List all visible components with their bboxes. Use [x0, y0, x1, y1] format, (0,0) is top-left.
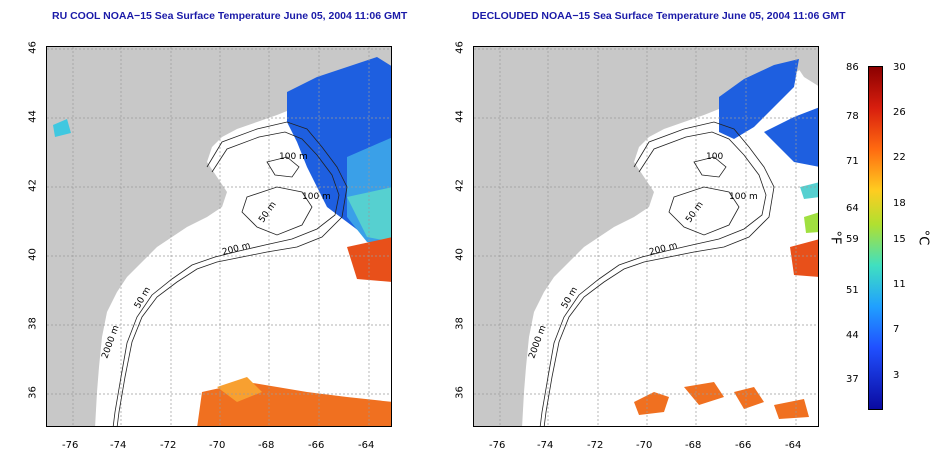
contour-label: 50 m	[257, 200, 278, 225]
left-y-tick: 46	[27, 41, 39, 54]
left-y-tick: 40	[27, 248, 39, 261]
right-y-tick: 38	[454, 317, 466, 330]
lat-lon-grid	[47, 47, 391, 426]
contour-label: 200 m	[648, 241, 678, 258]
colorbar-f-label: 78	[846, 111, 859, 122]
contour-label: 200 m	[221, 241, 251, 258]
colorbar-f-label: 51	[846, 285, 859, 296]
lat-lon-grid	[474, 47, 818, 426]
colorbar-f-label: 59	[846, 234, 859, 245]
contour-label: 50 m	[684, 200, 705, 225]
left-y-tick: 36	[27, 386, 39, 399]
colorbar-c-label: 3	[893, 370, 900, 381]
colorbar-f-label: 64	[846, 203, 859, 214]
left-x-tick: -74	[110, 440, 127, 451]
colorbar-f-label: 44	[846, 330, 859, 341]
land-mass	[47, 47, 377, 426]
bathymetry-contours	[112, 121, 348, 426]
right-y-tick: 40	[454, 248, 466, 261]
right-map-panel: 100 100 m 50 m 200 m 50 m 2000 m	[473, 46, 819, 427]
right-y-tick: 42	[454, 179, 466, 192]
left-x-tick: -68	[258, 440, 275, 451]
left-y-tick: 44	[27, 110, 39, 123]
left-x-tick: -70	[209, 440, 226, 451]
left-x-tick: -66	[308, 440, 325, 451]
colorbar-f-label: 71	[846, 156, 859, 167]
left-x-tick: -64	[358, 440, 375, 451]
colorbar-c-label: 18	[893, 198, 906, 209]
left-map-panel: 100 m 100 m 50 m 200 m 50 m 2000 m	[46, 46, 392, 427]
left-x-tick: -72	[160, 440, 177, 451]
right-y-tick: 46	[454, 41, 466, 54]
sst-gulf-of-maine	[719, 59, 799, 139]
colorbar-f-label: 37	[846, 374, 859, 385]
right-x-tick: -64	[785, 440, 802, 451]
right-x-tick: -72	[587, 440, 604, 451]
right-x-tick: -70	[636, 440, 653, 451]
colorbar-c-label: 7	[893, 324, 900, 335]
colorbar-c-label: 22	[893, 152, 906, 163]
right-x-tick: -76	[489, 440, 506, 451]
left-map-title: RU COOL NOAA−15 Sea Surface Temperature …	[52, 10, 408, 22]
colorbar-f-label: 86	[846, 62, 859, 73]
contour-label: 100 m	[279, 152, 308, 162]
sst-warm-patch	[347, 237, 391, 282]
left-x-tick: -76	[62, 440, 79, 451]
contour-label: 100	[706, 152, 723, 162]
contour-label: 100 m	[302, 192, 331, 202]
colorbar-c-label: 26	[893, 107, 906, 118]
right-map-title: DECLOUDED NOAA−15 Sea Surface Temperatur…	[472, 10, 846, 22]
sst-gulf-stream	[634, 392, 669, 415]
colorbar-c-label: 11	[893, 279, 906, 290]
right-y-tick: 44	[454, 110, 466, 123]
land-mass	[474, 47, 804, 426]
colorbar-unit-c: °C	[915, 229, 931, 246]
right-y-tick: 36	[454, 386, 466, 399]
colorbar	[868, 66, 883, 410]
colorbar-c-label: 15	[893, 234, 906, 245]
bathymetry-contours	[539, 121, 775, 426]
colorbar-unit-f: °F	[827, 230, 843, 245]
contour-label: 2000 m	[100, 324, 121, 360]
colorbar-c-label: 30	[893, 62, 906, 73]
right-x-tick: -74	[537, 440, 554, 451]
contour-label: 100 m	[729, 192, 758, 202]
right-x-tick: -68	[685, 440, 702, 451]
right-x-tick: -66	[735, 440, 752, 451]
contour-label: 2000 m	[527, 324, 548, 360]
sst-warm-patch	[790, 239, 818, 277]
left-y-tick: 42	[27, 179, 39, 192]
left-y-tick: 38	[27, 317, 39, 330]
